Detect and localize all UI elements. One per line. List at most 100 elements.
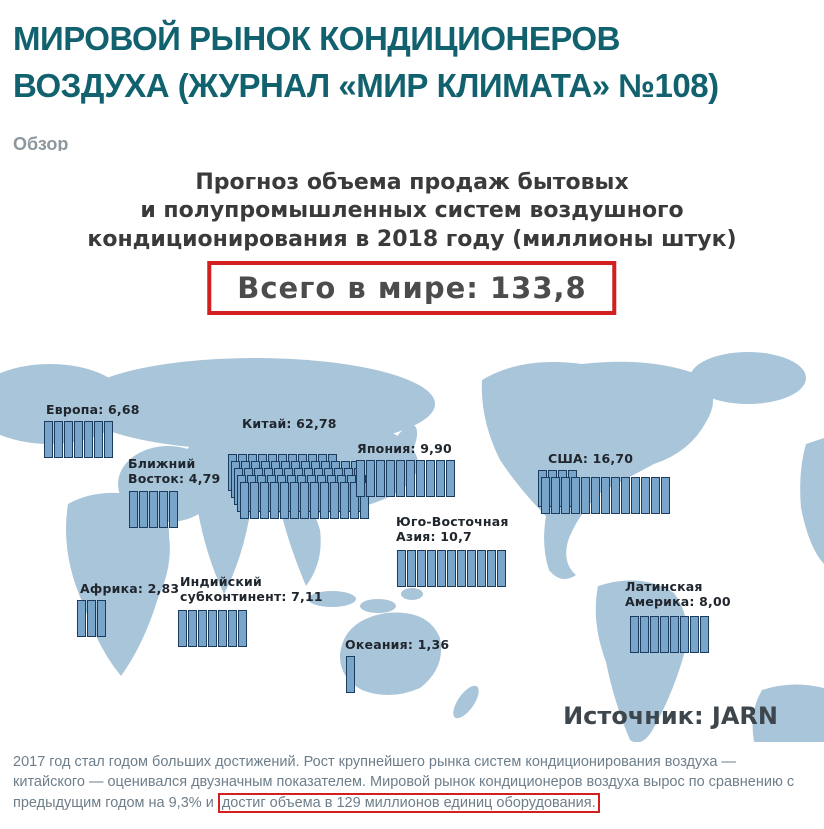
unit-bar [690,615,699,653]
unit-bar [169,490,178,528]
landmass-greenland [690,351,806,404]
footer-highlight: достиг объема в 129 миллионов единиц обо… [217,792,600,813]
unit-bar [340,481,349,519]
landmass-africa [66,492,170,676]
unit-bar [630,615,639,653]
page-title-line2: ВОЗДУХА (ЖУРНАЛ «МИР КЛИМАТА» №108) [13,66,719,104]
footer-paragraph: 2017 год стал годом больших достижений. … [13,752,811,814]
page-title-line1: МИРОВОЙ РЫНОК КОНДИЦИОНЕРОВ [13,20,620,57]
unit-bar [426,459,435,497]
unit-bar [159,490,168,528]
unit-bar [447,549,456,587]
unit-bar [139,490,148,528]
landmass-indonesia-1 [308,590,356,607]
unit-bar [129,490,138,528]
unit-bar [631,476,640,514]
unit-bar [198,609,207,647]
unit-bar [650,615,659,653]
unit-bar [561,476,570,514]
unit-bar [104,420,113,458]
region-label-latin-america: Латинская Америка: 8,00 [625,578,731,610]
unit-bar [700,615,709,653]
unit-bar [228,609,237,647]
unit-bar [208,609,217,647]
region-label-africa: Африка: 2,83 [80,580,180,596]
unit-bar [218,609,227,647]
unit-bar [497,549,506,587]
landmass-philippines [401,587,423,600]
unit-bar [611,476,620,514]
unit-bar [571,476,580,514]
unit-bar [457,549,466,587]
unit-bar [640,615,649,653]
landmass-new-zealand [453,685,479,718]
unit-bar [320,481,329,519]
landmass-north-america [481,361,714,579]
chart-title-line2: и полупромышленных систем воздушного [140,198,684,224]
unit-bar [290,481,299,519]
unit-bar [407,549,416,587]
unit-bar [581,476,590,514]
unit-bar [406,459,415,497]
unit-bar [250,481,259,519]
unit-bar [240,481,249,519]
unit-bar [386,459,395,497]
unit-bar [397,549,406,587]
unit-bar [591,476,600,514]
unit-bar [188,609,197,647]
unit-bar [416,459,425,497]
footer-text-before: 2017 год стал годом больших достижений. … [13,753,795,811]
unit-bar [44,420,53,458]
unit-bar [601,476,610,514]
unit-bar [437,549,446,587]
unit-bar [366,459,375,497]
unit-bar [541,476,550,514]
article-body: 2017 год стал годом больших достижений. … [0,742,824,814]
chart-title-line3: кондиционирования в 2018 году (миллионы … [87,226,737,252]
unit-bar [97,599,106,637]
section-label: Обзор [13,133,69,151]
chart-title-line1: Прогноз объема продаж бытовых [195,169,629,195]
landmass-atlantic-sliver [800,437,824,564]
unit-bar [74,420,83,458]
unit-bar [54,420,63,458]
unit-bar [64,420,73,458]
unit-bar [84,420,93,458]
unit-bar [660,615,669,653]
world-total-label: Всего в мире: 133,8 [237,270,587,305]
landmass-australia [339,612,442,695]
landmass-indonesia-2 [360,598,396,613]
region-label-europe: Европа: 6,68 [46,401,140,417]
unit-bar [621,476,630,514]
unit-bar [87,599,96,637]
unit-bar [670,615,679,653]
unit-bar [427,549,436,587]
unit-bar [376,459,385,497]
article-header: МИРОВОЙ РЫНОК КОНДИЦИОНЕРОВ ВОЗДУХА (ЖУР… [0,0,824,151]
region-label-china: Китай: 62,78 [242,415,337,431]
source-label: Источник: JARN [563,701,778,730]
landmass-india [196,496,252,594]
unit-bar [270,481,279,519]
unit-bar [641,476,650,514]
unit-bar [417,549,426,587]
region-label-se-asia: Юго-Восточная Азия: 10,7 [396,513,509,545]
chart-title: Прогноз объема продаж бытовых и полупром… [0,157,824,255]
unit-bar [178,609,187,647]
unit-bar [280,481,289,519]
unit-bar [436,459,445,497]
unit-bar [446,459,455,497]
unit-bar [680,615,689,653]
unit-bar [551,476,560,514]
unit-bar [300,481,309,519]
region-label-usa: США: 16,70 [548,450,634,466]
unit-bar [77,599,86,637]
unit-bar [467,549,476,587]
unit-bar [661,476,670,514]
unit-bar [487,549,496,587]
unit-bar [477,549,486,587]
unit-bar [310,481,319,519]
unit-bar [149,490,158,528]
unit-bar [356,459,365,497]
unit-bar [396,459,405,497]
